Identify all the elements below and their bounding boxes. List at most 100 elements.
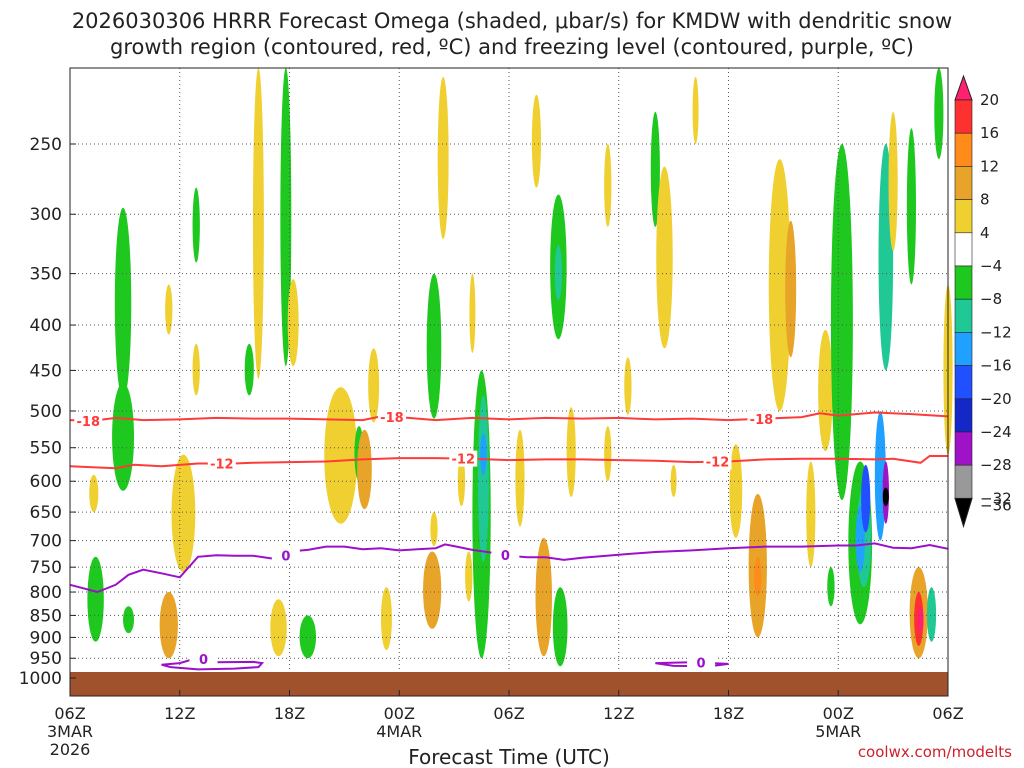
colorbar-top-arrow (954, 74, 973, 101)
omega-cell-9 (192, 343, 200, 396)
x-tick-year-0: 2026 (50, 740, 91, 759)
omega-cell-13 (280, 68, 292, 367)
freezing-level-0-label-0: 0 (281, 550, 290, 565)
colorbar-bottom-arrow (954, 497, 973, 529)
colorbar-swatch-3 (954, 166, 973, 200)
omega-cell-31 (515, 429, 525, 527)
colorbar-label-5: −4 (980, 257, 1002, 275)
omega-cell-43 (670, 464, 677, 497)
colorbar-label-3: 8 (980, 191, 990, 209)
omega-cell-23 (426, 273, 442, 419)
omega-cell-7 (171, 454, 196, 573)
omega-cell-50 (806, 461, 816, 568)
omega-cell-1 (87, 556, 104, 642)
colorbar-swatch-2 (954, 132, 973, 167)
freezing-level-0-label-1: 0 (501, 549, 510, 564)
y-tick-label-800: 800 (30, 583, 62, 603)
y-axis-pressure: 2503003504004505005506006507007508008509… (19, 135, 76, 689)
y-tick-label-450: 450 (30, 361, 62, 381)
colorbar-label-13: −36 (980, 496, 1012, 514)
omega-cell-60 (882, 487, 889, 507)
colorbar-swatch-12 (954, 464, 973, 499)
colorbar-swatch-8 (954, 332, 973, 366)
colorbar-label-12: −32 (980, 489, 1012, 507)
omega-cell-11 (252, 68, 264, 379)
chart-title-line2: growth region (contoured, red, ºC) and f… (110, 35, 914, 59)
dgz-minus-12-label-bg-1 (449, 450, 478, 467)
dgz-minus-12-label-2: -12 (706, 456, 730, 471)
omega-cell-24 (437, 76, 449, 240)
omega-cell-20 (380, 587, 392, 651)
y-tick-label-400: 400 (30, 316, 62, 336)
omega-cell-49 (785, 220, 797, 358)
omega-cell-12 (270, 599, 287, 657)
omega-cell-47 (754, 556, 762, 597)
omega-cell-14 (299, 615, 317, 659)
gridlines (69, 68, 949, 696)
freezing-loop-2-label-0: 0 (697, 657, 706, 672)
site-credit: coolwx.com/modelts (858, 743, 1012, 761)
omega-cell-21 (423, 551, 442, 629)
dgz-minus-18-label-0: -18 (77, 415, 101, 430)
omega-cell-18 (368, 348, 380, 423)
omega-cell-2 (112, 383, 135, 491)
x-tick-label-36: 18Z (713, 704, 744, 723)
omega-shading (87, 68, 953, 667)
x-tick-label-48: 06Z (932, 704, 963, 723)
omega-cell-4 (123, 606, 135, 634)
dgz-minus-18-label-bg-2 (747, 410, 776, 427)
dgz-minus-18-line (69, 411, 949, 422)
omega-cell-65 (917, 606, 924, 634)
omega-cell-32 (531, 94, 542, 188)
freezing-level-0-label-bg-0 (271, 547, 300, 564)
colorbar-label-6: −8 (980, 290, 1002, 308)
freezing-loop-1-label-bg-0 (189, 651, 218, 668)
x-tick-label-30: 12Z (603, 704, 634, 723)
omega-cell-3 (114, 207, 132, 400)
dgz-minus-12-line (69, 455, 948, 470)
plot-frame (69, 67, 949, 697)
x-tick-label-18: 00Z (384, 704, 415, 723)
dgz-minus-12-label-1: -12 (452, 453, 476, 468)
omega-cell-29 (477, 395, 489, 563)
x-axis-label: Forecast Time (UTC) (408, 745, 610, 768)
omega-cell-56 (855, 506, 865, 573)
dgz-minus-18-label-2: -18 (750, 413, 774, 428)
omega-cell-22 (430, 512, 438, 547)
dgz-minus-12-label-bg-2 (703, 453, 732, 470)
colorbar-legend: 20 16 12 8 4 −4 −8 −12 −16 −20 −24 −28 −32−36 (954, 74, 1012, 529)
freezing-level-0-line (69, 542, 949, 594)
dgz-minus-18-label-bg-0 (74, 412, 103, 429)
y-tick-label-900: 900 (30, 628, 62, 648)
colorbar-label-1: 16 (980, 124, 999, 142)
colorbar-swatch-5 (954, 232, 973, 267)
omega-cell-44 (692, 76, 699, 144)
y-tick-label-950: 950 (30, 649, 62, 669)
y-tick-label-850: 850 (30, 606, 62, 626)
colorbar-swatch-9 (954, 365, 973, 400)
omega-cell-39 (604, 426, 612, 482)
omega-cell-30 (480, 433, 487, 475)
x-tick-date-0: 3MAR (47, 722, 93, 741)
contour-lines: -18 -18 -18 -12 -12 -12 0 0 0 0 (69, 408, 949, 672)
omega-cell-37 (566, 407, 576, 497)
omega-cell-36 (552, 587, 568, 667)
omega-cell-67 (934, 68, 944, 160)
omega-cell-57 (861, 464, 871, 533)
omega-cell-69 (906, 128, 916, 285)
omega-cell-5 (159, 592, 178, 659)
x-tick-label-42: 00Z (823, 704, 854, 723)
colorbar-label-4: 4 (980, 224, 990, 242)
x-tick-date-42: 5MAR (815, 722, 861, 741)
omega-cell-48 (768, 159, 791, 411)
omega-cell-66 (926, 587, 937, 642)
omega-cell-19 (357, 429, 372, 510)
omega-cell-15 (287, 279, 299, 367)
y-tick-label-600: 600 (30, 472, 62, 492)
omega-cell-53 (830, 143, 853, 501)
dgz-minus-12-label-bg-0 (207, 455, 236, 472)
omega-cell-16 (324, 387, 358, 524)
colorbar-label-11: −28 (980, 456, 1012, 474)
omega-cell-0 (89, 474, 99, 513)
dgz-minus-18-label-1: -18 (380, 411, 404, 426)
